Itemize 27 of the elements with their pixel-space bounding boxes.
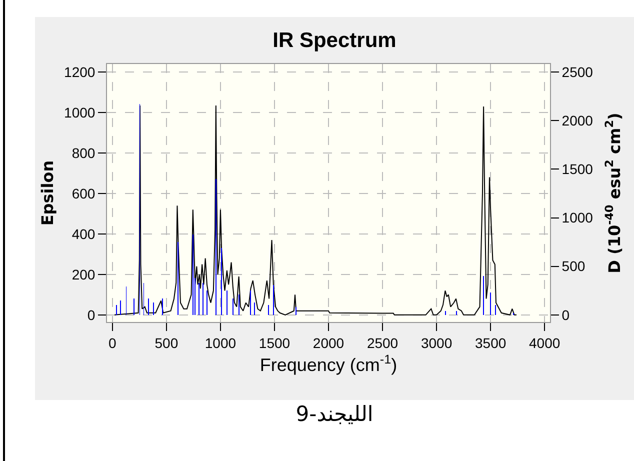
x-tick-label: 2000 bbox=[312, 334, 344, 351]
y2-tick-label: 1500 bbox=[562, 161, 594, 178]
y2-tick-label: 2000 bbox=[562, 112, 594, 129]
y2-tick-label: 2500 bbox=[562, 64, 594, 80]
x-tick-label: 3500 bbox=[474, 334, 506, 351]
y-tick-label: 400 bbox=[72, 226, 96, 242]
x-axis-title: Frequency (cm$^{-1}$) bbox=[260, 352, 398, 375]
x-tick-label: 2500 bbox=[366, 334, 398, 351]
y-tick-label: 1000 bbox=[64, 104, 96, 120]
chart-title: IR Spectrum bbox=[272, 29, 396, 52]
x-tick-label: 3000 bbox=[420, 334, 452, 351]
y-tick-label: 1200 bbox=[64, 64, 96, 80]
x-tick-label: 0 bbox=[108, 334, 116, 351]
x-tick-label: 500 bbox=[154, 334, 178, 351]
y-tick-label: 600 bbox=[72, 185, 96, 202]
x-tick-label: 4000 bbox=[529, 334, 560, 351]
y2-tick-label: 500 bbox=[562, 258, 586, 274]
y2-tick-label: 1000 bbox=[562, 210, 594, 226]
y-axis-title: Epsilon bbox=[38, 160, 57, 226]
y2-tick-label: 0 bbox=[562, 306, 570, 323]
y-tick-label: 200 bbox=[72, 266, 96, 282]
text: الليجند-9 bbox=[294, 402, 374, 426]
x-tick-label: 1500 bbox=[258, 334, 290, 351]
y-tick-label: 0 bbox=[87, 306, 96, 323]
y-tick-label: 800 bbox=[72, 144, 96, 161]
x-tick-label: 1000 bbox=[204, 334, 236, 351]
line-series bbox=[114, 104, 517, 316]
